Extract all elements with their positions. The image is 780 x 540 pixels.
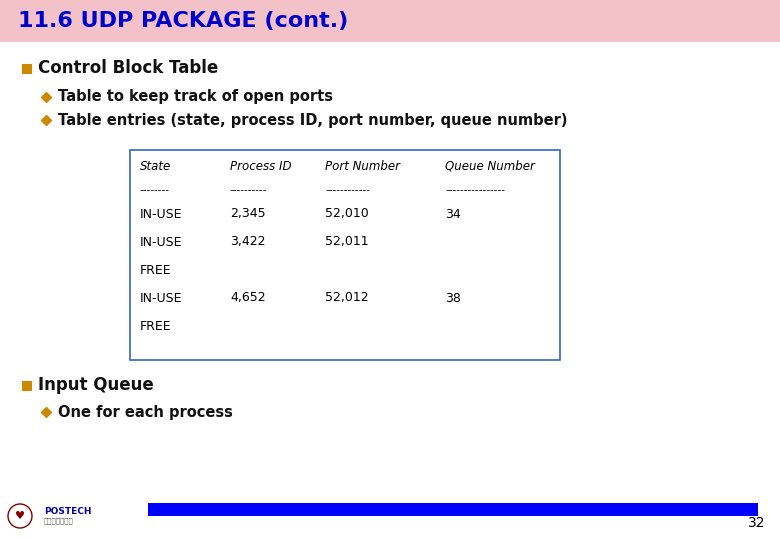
Text: Port Number: Port Number bbox=[325, 159, 400, 172]
Text: Queue Number: Queue Number bbox=[445, 159, 535, 172]
Text: 2,345: 2,345 bbox=[230, 207, 266, 220]
Text: ------------: ------------ bbox=[325, 185, 370, 195]
Text: ♥: ♥ bbox=[15, 511, 25, 521]
Text: 38: 38 bbox=[445, 292, 461, 305]
Text: 34: 34 bbox=[445, 207, 461, 220]
Text: POSTECH: POSTECH bbox=[44, 507, 91, 516]
Text: ----------: ---------- bbox=[230, 185, 268, 195]
Text: FREE: FREE bbox=[140, 264, 172, 276]
Bar bbox=[148, 503, 758, 516]
Text: Control Block Table: Control Block Table bbox=[38, 59, 218, 77]
Text: Table to keep track of open ports: Table to keep track of open ports bbox=[58, 90, 333, 105]
Text: 3,422: 3,422 bbox=[230, 235, 265, 248]
Bar bbox=[22, 381, 31, 389]
Text: 52,010: 52,010 bbox=[325, 207, 369, 220]
Text: 52,012: 52,012 bbox=[325, 292, 369, 305]
Text: --------: -------- bbox=[140, 185, 170, 195]
Text: ----------------: ---------------- bbox=[445, 185, 505, 195]
Text: IN-USE: IN-USE bbox=[140, 235, 183, 248]
Text: Table entries (state, process ID, port number, queue number): Table entries (state, process ID, port n… bbox=[58, 112, 568, 127]
Text: State: State bbox=[140, 159, 172, 172]
Text: IN-USE: IN-USE bbox=[140, 292, 183, 305]
Text: IN-USE: IN-USE bbox=[140, 207, 183, 220]
Text: 11.6 UDP PACKAGE (cont.): 11.6 UDP PACKAGE (cont.) bbox=[18, 11, 348, 31]
Text: Process ID: Process ID bbox=[230, 159, 292, 172]
Text: FREE: FREE bbox=[140, 320, 172, 333]
Text: 52,011: 52,011 bbox=[325, 235, 369, 248]
Text: 포항공과대학교: 포항공과대학교 bbox=[44, 518, 74, 524]
Text: Input Queue: Input Queue bbox=[38, 376, 154, 394]
Text: 32: 32 bbox=[748, 516, 766, 530]
Bar bbox=[22, 64, 31, 72]
Bar bbox=[130, 150, 560, 360]
Bar bbox=[0, 0, 780, 42]
Text: 4,652: 4,652 bbox=[230, 292, 266, 305]
Text: One for each process: One for each process bbox=[58, 404, 233, 420]
Circle shape bbox=[8, 504, 32, 528]
